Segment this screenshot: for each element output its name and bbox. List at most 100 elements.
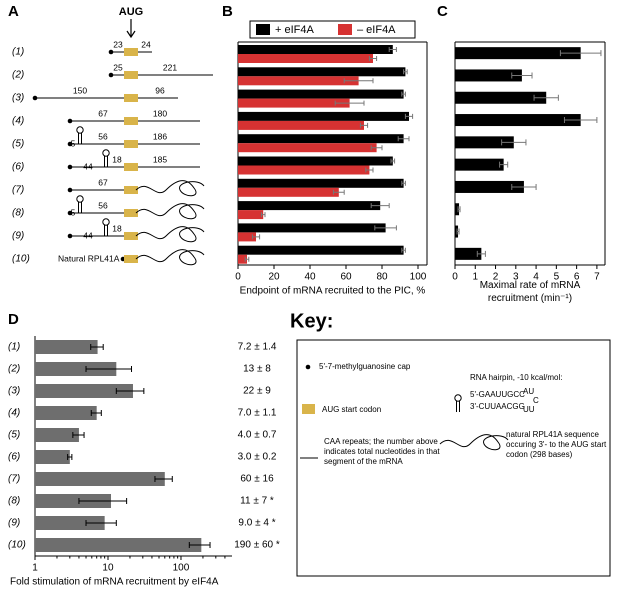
rpl41a-tail [135,180,205,197]
row-label: (1) [12,47,24,58]
bar [35,538,202,552]
y-tick-label: (1) [8,342,20,353]
x-tick-label: 10 [102,563,114,574]
bar [238,134,404,144]
error-bar [388,47,397,52]
error-bar [401,180,406,186]
error-bar [370,203,390,209]
x-tick-label: 5 [554,272,560,283]
error-bar [401,247,406,253]
rpl41a-tail [135,249,205,266]
bar [35,406,97,420]
x-axis-label: Fold stimulation of mRNA recruitment by … [10,577,219,588]
hairpin [102,218,110,226]
key-sequence: AU [523,387,534,396]
cap [67,164,73,170]
error-bar [359,122,369,128]
error-bar [332,189,345,195]
segment-length: 56 [98,200,108,210]
aug-box [124,117,138,125]
bar [238,76,359,86]
cap [108,49,114,55]
bar [238,54,373,63]
x-tick-label: 40 [304,272,316,283]
bar [238,98,350,108]
bar [455,225,459,238]
segment-length: 44 [83,230,93,240]
key-title: Key: [290,310,333,332]
hairpin [78,133,82,144]
x-tick-label: 60 [340,272,352,283]
error-bar [374,225,397,231]
error-bar [251,234,261,240]
error-bar [501,139,527,146]
legend-box [249,20,416,39]
error-bar [559,50,602,57]
y-tick-label: (8) [8,496,20,507]
error-bar [533,94,559,101]
value-label: 11 ± 7 * [240,496,274,507]
row-label: (10) [12,254,30,265]
segment-length: 150 [73,85,87,95]
segment-length: 18 [112,154,122,164]
error-bar [457,206,461,213]
value-label: 7.2 ± 1.4 [238,342,277,353]
bar [455,69,522,82]
y-tick-label: (5) [8,430,20,441]
y-tick-label: (7) [8,474,20,485]
legend-label: – eIF4A [357,24,396,36]
y-tick-label: (4) [8,408,20,419]
error-bar [85,520,117,526]
row-label: (7) [12,185,24,196]
error-bar [72,432,85,438]
segment-length: 67 [98,108,108,118]
x-tick-label: 4 [533,272,539,283]
value-label: 13 ± 8 [243,364,271,375]
error-bar [78,498,128,504]
segment-length: 221 [163,62,177,72]
error-bar [154,476,173,482]
aug-box [124,48,138,56]
x-tick-label: 0 [235,272,241,283]
key-hairpin [454,394,462,402]
segment-length: 23 [113,39,123,49]
error-bar [85,366,133,372]
error-bar [404,113,414,119]
panel-label: B [222,3,233,20]
segment-length: 44 [83,161,93,171]
key-box [296,339,611,577]
bar [238,223,386,233]
bar [238,111,409,121]
legend-swatch [256,24,270,35]
y-tick-label: (9) [8,518,20,529]
row-label: (3) [12,93,24,104]
row-label: (4) [12,116,24,127]
key-aug [302,404,315,414]
bar [35,428,79,442]
segment-length: 96 [155,85,165,95]
aug-label: AUG [119,6,143,18]
bar [455,114,581,127]
bar [238,178,404,188]
cap [67,233,73,239]
bar [238,187,339,197]
key-cap [305,364,311,370]
hairpin [104,156,108,167]
legend-swatch [338,24,352,35]
key-sequence: UU [523,405,535,414]
x-tick-label: 20 [268,272,280,283]
segment-length: 56 [98,131,108,141]
hairpin [78,202,82,213]
y-tick-label: (6) [8,452,20,463]
key-rpl41a: natural RPL41A sequence occuring 3'- to … [506,430,607,459]
error-bar [115,388,145,394]
error-bar [90,344,104,350]
row-label: (2) [12,70,24,81]
legend-label: + eIF4A [275,24,314,36]
error-bar [511,72,533,79]
row-label: (5) [12,139,24,150]
segment-length: 25 [113,62,123,72]
value-label: 7.0 ± 1.1 [238,408,277,419]
bar [455,47,581,60]
cap [67,141,73,147]
